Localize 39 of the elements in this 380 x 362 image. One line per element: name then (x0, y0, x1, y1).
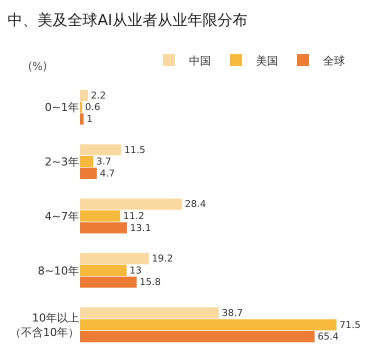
bar (80, 319, 336, 330)
bar (80, 90, 88, 102)
data-label: 0.6 (85, 102, 100, 114)
data-label: 13.1 (130, 222, 152, 234)
y-tick-label: 8~10年 (38, 264, 79, 278)
data-label: 3.7 (96, 156, 112, 168)
data-label: 2.2 (90, 90, 106, 102)
y-tick-label: 10年以上（不含10年） (10, 312, 79, 339)
bar (80, 264, 127, 276)
data-label: 71.5 (340, 320, 361, 331)
bar (80, 113, 84, 125)
legend-label: 中国 (189, 54, 211, 68)
bar (80, 156, 94, 168)
bar (80, 253, 149, 264)
y-tick-label: 2~3年 (44, 155, 79, 168)
chart-title: 中、美及全球AI从业者从业年限分布 (8, 10, 248, 29)
data-label: 4.7 (100, 168, 115, 180)
bar (80, 307, 219, 319)
data-label: 19.2 (152, 254, 173, 265)
legend-label: 美国 (256, 54, 278, 68)
bar (80, 144, 122, 156)
x-axis-title: (%) (28, 60, 48, 73)
bar (80, 210, 120, 222)
legend-label: 全球 (323, 54, 345, 68)
data-label: 1 (86, 114, 93, 126)
bar (80, 198, 182, 210)
bar (80, 222, 127, 234)
bar (80, 168, 97, 179)
data-label: 38.7 (222, 308, 243, 320)
data-label: 28.4 (184, 199, 206, 210)
data-label: 65.4 (318, 332, 339, 343)
bar (80, 276, 137, 288)
bar (80, 330, 315, 342)
data-label: 13 (130, 265, 142, 276)
y-tick-label: 4~7年 (44, 210, 79, 223)
data-label: 11.5 (124, 144, 146, 156)
data-label: 15.8 (140, 277, 161, 288)
data-label: 11.2 (123, 211, 144, 222)
y-tick-label: 0~1年 (44, 101, 79, 114)
